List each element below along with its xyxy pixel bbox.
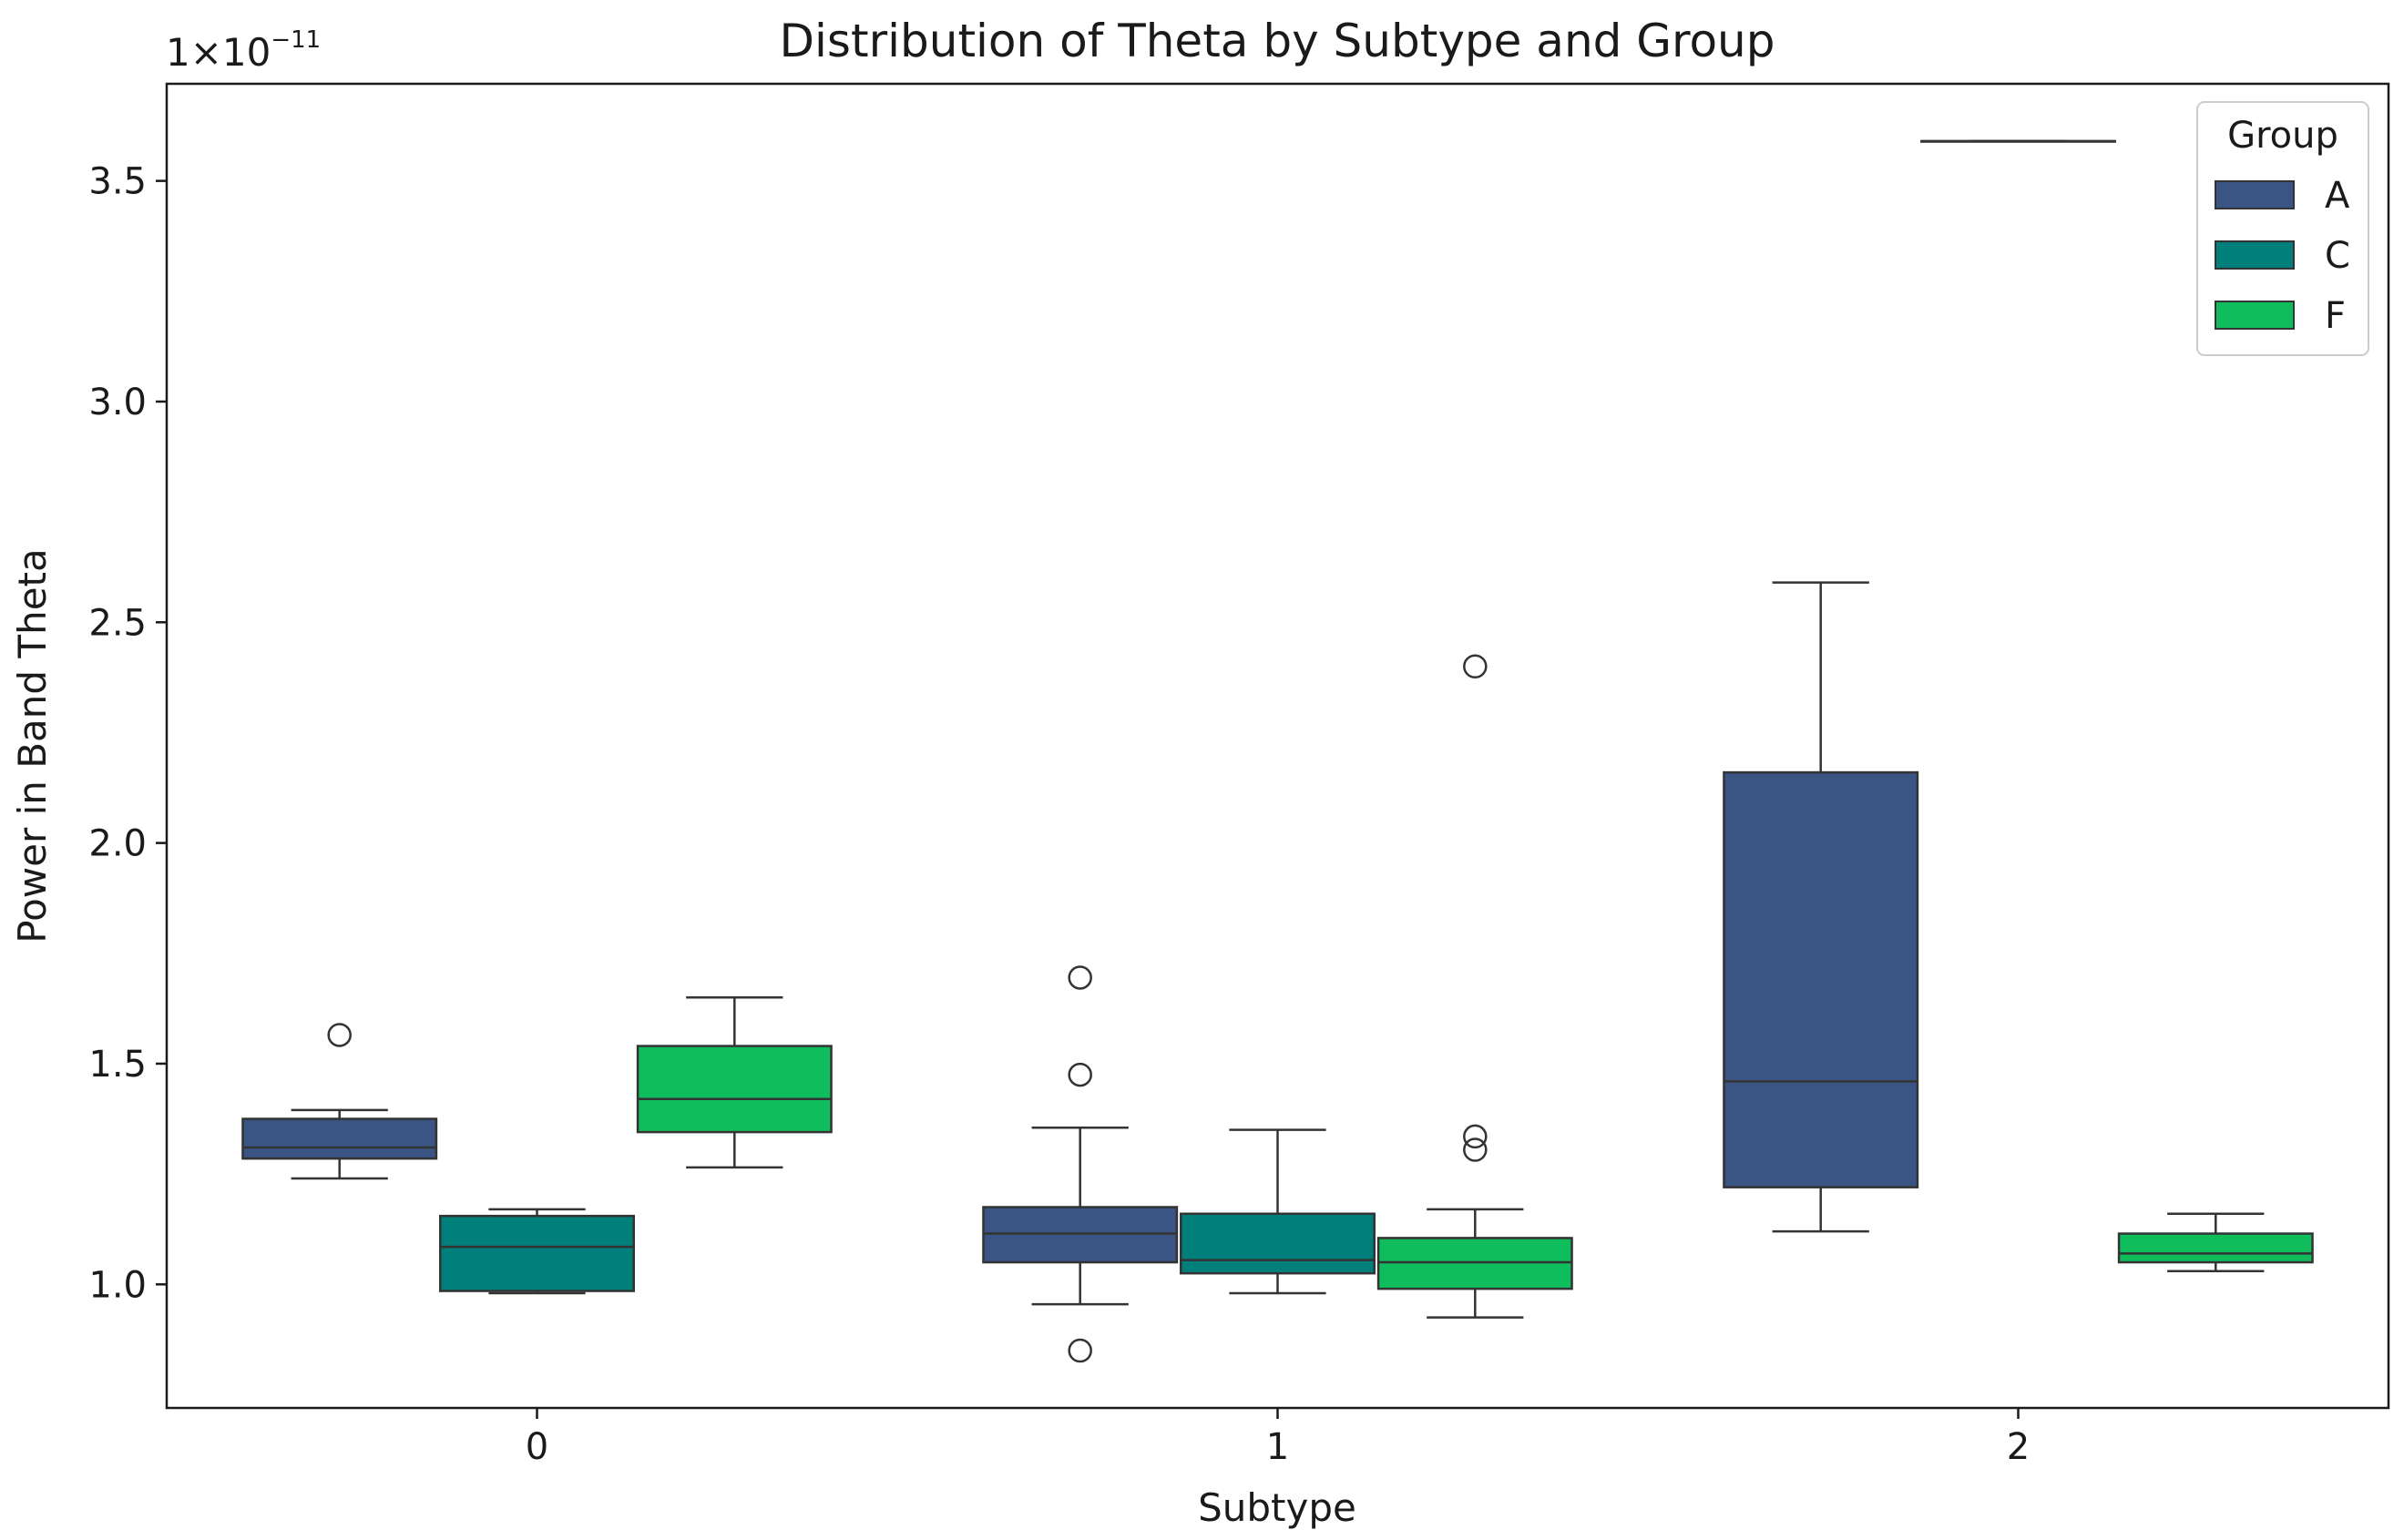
- legend-frame: [2196, 101, 2369, 356]
- y-tick-label: 1.5: [88, 1044, 147, 1086]
- x-tick-label: 1: [1266, 1426, 1289, 1468]
- x-axis-label: Subtype: [1198, 1485, 1356, 1530]
- outlier-point: [1463, 654, 1488, 679]
- box-group-A-0: [241, 1023, 438, 1180]
- y-scale-multiplier: 1×10−11: [166, 26, 321, 75]
- box-group-A-2: [1723, 581, 1919, 1233]
- box-group-C-2: [1920, 139, 2116, 143]
- y-tick-label: 3.0: [88, 382, 147, 423]
- outlier-point: [1068, 965, 1092, 990]
- iqr-box: [2117, 1232, 2314, 1264]
- legend-swatch-A: [2215, 180, 2295, 209]
- iqr-box: [1723, 770, 1919, 1188]
- legend-label-C: C: [2325, 235, 2350, 277]
- outlier-point: [1463, 1124, 1488, 1149]
- iqr-box: [1180, 1212, 1376, 1275]
- legend-label-A: A: [2325, 175, 2350, 217]
- y-tick-label: 2.0: [88, 823, 147, 865]
- legend-swatch-F: [2215, 301, 2295, 330]
- box-group-F-1: [1376, 654, 1573, 1319]
- outlier-point: [1463, 1137, 1488, 1162]
- iqr-box: [241, 1117, 438, 1160]
- chart-title: Distribution of Theta by Subtype and Gro…: [780, 15, 1775, 67]
- outlier-point: [1068, 1338, 1092, 1363]
- box-group-C-1: [1180, 1128, 1376, 1295]
- outlier-point: [327, 1023, 352, 1047]
- legend-title: Group: [2227, 115, 2338, 157]
- x-tick-label: 2: [2007, 1426, 2030, 1468]
- box-group-A-1: [982, 965, 1179, 1363]
- plot-area: 1.0 1.5 2.0 2.5 3.0 3.5 0 1 2: [88, 139, 2314, 1468]
- iqr-box: [636, 1045, 833, 1134]
- y-tick-label: 2.5: [88, 602, 147, 644]
- plot-frame: [165, 82, 2390, 1410]
- y-tick-label: 3.5: [88, 161, 147, 203]
- x-tick-label: 0: [526, 1426, 548, 1468]
- box-group-F-0: [636, 996, 833, 1169]
- y-axis-label: Power in Band Theta: [10, 548, 55, 943]
- iqr-box: [439, 1214, 635, 1292]
- outlier-point: [1068, 1062, 1092, 1087]
- box-group-C-0: [439, 1208, 635, 1295]
- legend-swatch-C: [2215, 240, 2295, 270]
- y-scale-base: 1×10: [166, 30, 271, 75]
- y-tick-label: 1.0: [88, 1264, 147, 1306]
- box-group-F-2: [2117, 1212, 2314, 1273]
- legend-label-F: F: [2325, 295, 2346, 337]
- y-scale-exponent: −11: [271, 26, 321, 54]
- legend: Group ACF: [2196, 101, 2369, 356]
